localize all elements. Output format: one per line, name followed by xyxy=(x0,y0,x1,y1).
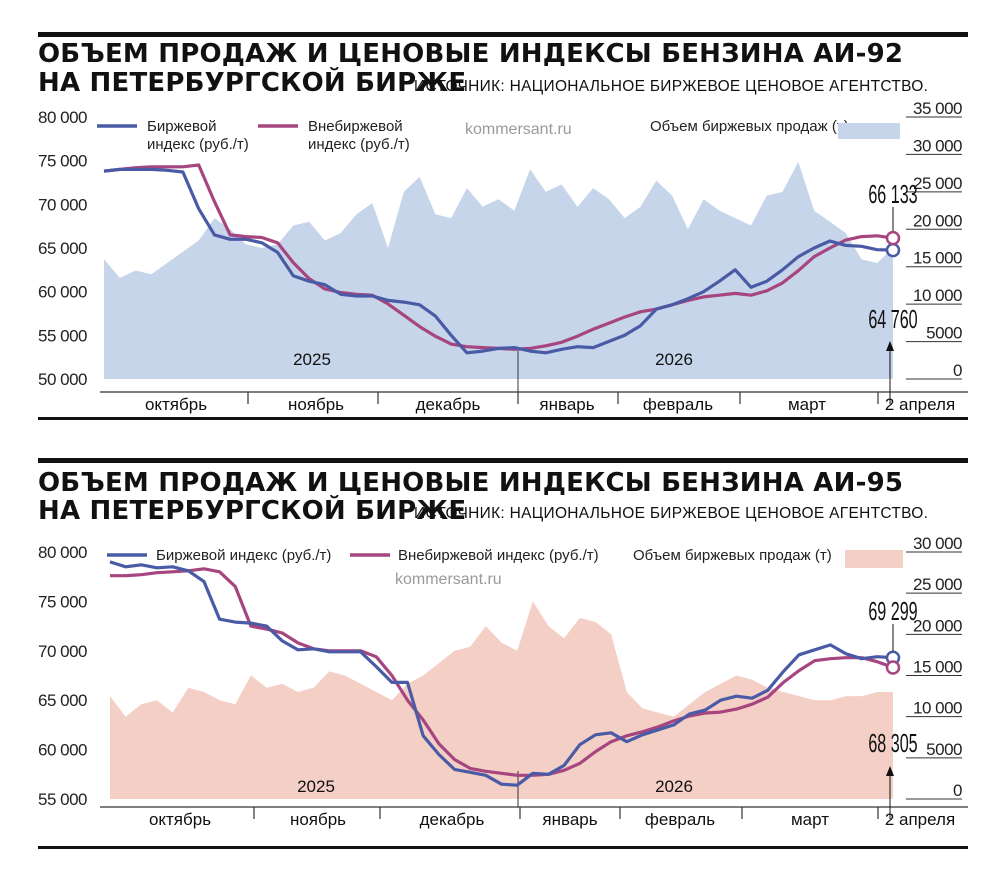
x-axis-label: февраль xyxy=(643,395,713,414)
legend-volume-swatch xyxy=(838,123,900,139)
x-axis-label: март xyxy=(791,810,829,829)
y-right-tick-label: 20 000 xyxy=(913,211,962,230)
y-left-tick-label: 80 000 xyxy=(38,543,87,562)
x-axis-label: январь xyxy=(542,810,597,829)
x-axis-label: ноябрь xyxy=(288,395,344,414)
y-right-tick-label: 30 000 xyxy=(913,534,962,553)
y-left-tick-label: 80 000 xyxy=(38,108,87,127)
otc-index-line xyxy=(110,567,894,777)
y-left-tick-label: 60 000 xyxy=(38,283,87,302)
exchange-index-line xyxy=(109,560,894,787)
legend-exchange-label: Биржевой индекс (руб./т) xyxy=(156,547,331,564)
chart-title-line2-1: НА ПЕТЕРБУРГСКОЙ БИРЖЕ xyxy=(38,68,467,98)
otc-end-marker xyxy=(885,660,901,675)
x-axis-label: март xyxy=(788,395,826,414)
y-right-tick-label: 0 xyxy=(953,781,962,800)
bottom-rule-1 xyxy=(38,417,968,420)
april-pointer-arrow xyxy=(886,766,894,776)
y-left-tick-label: 65 000 xyxy=(38,239,87,258)
y-right-tick-label: 10 000 xyxy=(913,286,962,305)
y-left-tick-label: 50 000 xyxy=(38,370,87,389)
x-axis-label: ноябрь xyxy=(290,810,346,829)
april-pointer-arrow xyxy=(886,341,894,351)
y-left-tick-label: 70 000 xyxy=(38,642,87,661)
watermark: kommersant.ru xyxy=(465,121,572,138)
x-axis-label: декабрь xyxy=(416,395,481,414)
watermark: kommersant.ru xyxy=(395,571,502,588)
source-note-1: ИСТОЧНИК: НАЦИОНАЛЬНОЕ БИРЖЕВОЕ ЦЕНОВОЕ … xyxy=(414,78,929,95)
otc-end-marker xyxy=(885,230,901,246)
chart-title-line1-2: ОБЪЕМ ПРОДАЖ И ЦЕНОВЫЕ ИНДЕКСЫ БЕНЗИНА А… xyxy=(38,468,904,498)
final-value-lower: 64 760 xyxy=(868,304,917,334)
y-left-tick-label: 70 000 xyxy=(38,195,87,214)
y-right-tick-label: 5000 xyxy=(926,740,962,759)
y-left-tick-label: 75 000 xyxy=(38,152,87,171)
y-right-tick-label: 0 xyxy=(953,361,962,380)
final-value-upper: 69 299 xyxy=(868,596,917,626)
legend-exchange-label: Биржевой индекс (руб./т) xyxy=(147,118,249,153)
year-label: 2026 xyxy=(655,350,693,369)
legend-volume-label: Объем биржевых продаж (т) xyxy=(650,118,849,135)
x-axis-label: декабрь xyxy=(420,810,485,829)
y-right-tick-label: 20 000 xyxy=(913,616,962,635)
year-label: 2025 xyxy=(297,777,335,796)
y-left-tick-label: 75 000 xyxy=(38,592,87,611)
chart-title-line2-2: НА ПЕТЕРБУРГСКОЙ БИРЖЕ xyxy=(38,496,467,526)
y-left-tick-label: 60 000 xyxy=(38,741,87,760)
y-right-tick-label: 15 000 xyxy=(913,249,962,268)
y-right-tick-label: 15 000 xyxy=(913,658,962,677)
y-right-tick-label: 30 000 xyxy=(913,136,962,155)
legend-otc-label: Внебиржевой индекс (руб./т) xyxy=(398,547,599,564)
chart-ai95: 80 000 75 000 70 000 65 000 60 000 55 000 30 0… xyxy=(38,534,968,829)
exchange-index-line xyxy=(103,167,894,355)
y-right-tick-label: 35 000 xyxy=(913,99,962,118)
year-label: 2026 xyxy=(655,777,693,796)
final-value-upper: 66 133 xyxy=(868,179,917,209)
y-right-tick-label: 25 000 xyxy=(913,174,962,193)
volume-area xyxy=(104,161,893,379)
y-right-tick-label: 5000 xyxy=(926,324,962,343)
final-value-lower: 68 305 xyxy=(868,728,917,758)
year-label: 2025 xyxy=(293,350,331,369)
source-note-2: ИСТОЧНИК: НАЦИОНАЛЬНОЕ БИРЖЕВОЕ ЦЕНОВОЕ … xyxy=(414,505,929,522)
y-left-tick-label: 55 000 xyxy=(38,790,87,809)
x-axis-label: 2 апреля xyxy=(885,395,955,414)
legend-volume-label: Объем биржевых продаж (т) xyxy=(633,547,832,564)
x-axis-label: октябрь xyxy=(149,810,211,829)
legend-otc-label: Внебиржевой индекс (руб./т) xyxy=(308,118,410,153)
x-axis-label: февраль xyxy=(645,810,715,829)
exchange-end-marker xyxy=(885,242,901,258)
x-axis-label: октябрь xyxy=(145,395,207,414)
bottom-rule-2 xyxy=(38,846,968,849)
y-right-tick-label: 25 000 xyxy=(913,575,962,594)
y-right-tick-label: 10 000 xyxy=(913,699,962,718)
y-left-tick-label: 65 000 xyxy=(38,691,87,710)
chart-title-line1-1: ОБЪЕМ ПРОДАЖ И ЦЕНОВЫЕ ИНДЕКСЫ БЕНЗИНА А… xyxy=(38,39,904,69)
top-rule-1 xyxy=(38,32,968,37)
volume-area xyxy=(110,601,893,799)
top-rule-2 xyxy=(38,458,968,463)
x-axis-label: январь xyxy=(539,395,594,414)
x-axis-label: 2 апреля xyxy=(885,810,955,829)
chart-ai92: 80 000 75 000 70 000 65 000 60 000 55 000 50 0… xyxy=(38,99,968,414)
legend-volume-swatch xyxy=(845,550,903,568)
y-left-tick-label: 55 000 xyxy=(38,326,87,345)
